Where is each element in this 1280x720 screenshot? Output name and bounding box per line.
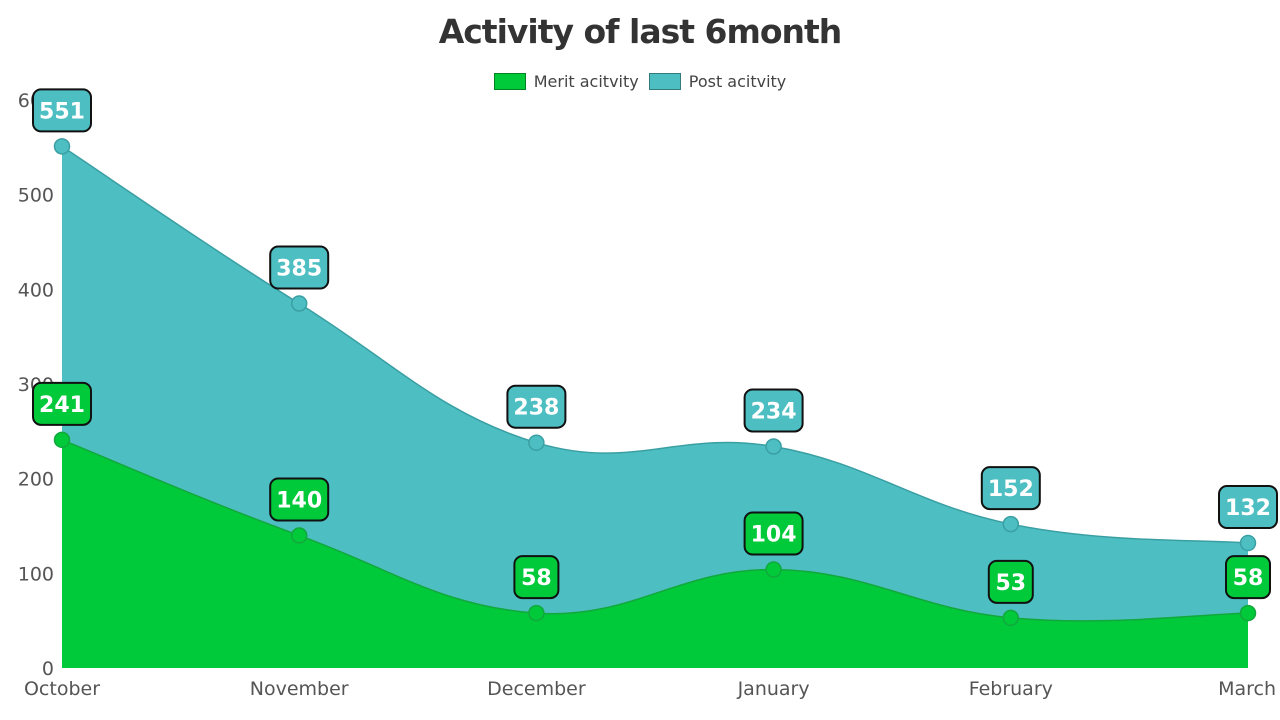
data-label-text: 53	[995, 571, 1026, 596]
data-point	[765, 438, 782, 455]
legend-label-merit: Merit acitvity	[533, 72, 639, 91]
data-label-1: 132	[1218, 485, 1278, 530]
data-point	[1002, 515, 1020, 533]
data-label-box	[32, 381, 92, 426]
data-label-text: 104	[751, 523, 797, 548]
x-tick-label: March	[1218, 678, 1276, 700]
y-tick-label: 500	[18, 185, 54, 207]
data-label-1: 234	[743, 388, 804, 433]
y-tick-label: 200	[18, 469, 54, 491]
data-point	[528, 434, 545, 451]
data-label-0: 58	[513, 555, 560, 600]
data-point	[1239, 534, 1257, 552]
data-label-box	[269, 245, 330, 290]
x-tick-label: November	[250, 678, 349, 700]
data-label-text: 132	[1225, 496, 1271, 521]
data-point	[53, 431, 71, 449]
data-label-1: 385	[269, 245, 330, 290]
data-label-text: 140	[276, 488, 322, 513]
data-label-text: 58	[521, 566, 552, 591]
data-label-text: 238	[513, 396, 559, 421]
y-tick-label: 0	[42, 658, 54, 680]
y-tick-label: 400	[18, 279, 54, 301]
data-label-box	[987, 559, 1034, 604]
data-label-box	[1225, 555, 1271, 600]
data-label-1: 551	[32, 88, 92, 133]
data-label-box	[743, 511, 804, 556]
data-label-0: 58	[1225, 555, 1271, 600]
x-tick-label: January	[737, 678, 810, 700]
legend: Merit acitvity Post acitvity	[0, 72, 1280, 91]
data-label-0: 104	[743, 511, 804, 556]
data-label-text: 241	[39, 393, 85, 418]
x-tick-label: February	[969, 678, 1053, 700]
data-label-box	[269, 477, 330, 522]
data-label-text: 152	[988, 477, 1034, 502]
legend-item-post[interactable]: Post acitvity	[648, 72, 787, 91]
series-line-1	[61, 145, 1249, 544]
data-point	[528, 604, 545, 622]
legend-swatch-post	[648, 73, 681, 90]
y-tick-label: 100	[18, 563, 54, 585]
data-label-0: 241	[32, 381, 92, 426]
data-label-box	[980, 466, 1041, 511]
data-label-text: 58	[1233, 566, 1264, 591]
x-tick-label: December	[487, 678, 586, 700]
data-label-text: 551	[39, 99, 85, 124]
legend-item-merit[interactable]: Merit acitvity	[493, 72, 639, 91]
x-tick-label: October	[24, 678, 100, 700]
data-label-0: 53	[987, 559, 1034, 604]
data-label-box	[513, 555, 560, 600]
data-label-box	[506, 384, 567, 429]
data-label-0: 140	[269, 477, 330, 522]
data-point	[1002, 609, 1020, 627]
series-line-0	[61, 439, 1249, 622]
data-point	[53, 138, 71, 155]
data-point	[1239, 604, 1257, 622]
chart-title: Activity of last 6month	[438, 12, 843, 51]
data-point	[290, 295, 308, 312]
data-label-box	[743, 388, 804, 433]
data-point	[765, 561, 782, 578]
area-1	[62, 146, 1248, 669]
data-label-text: 385	[276, 257, 322, 282]
data-label-1: 152	[980, 466, 1041, 511]
data-point	[290, 527, 308, 544]
data-label-1: 238	[506, 384, 567, 429]
data-label-text: 234	[751, 399, 797, 424]
area-0	[62, 439, 1248, 668]
legend-label-post: Post acitvity	[688, 72, 787, 91]
data-label-box	[32, 88, 92, 133]
legend-swatch-merit	[493, 73, 526, 90]
data-label-box	[1218, 485, 1278, 530]
